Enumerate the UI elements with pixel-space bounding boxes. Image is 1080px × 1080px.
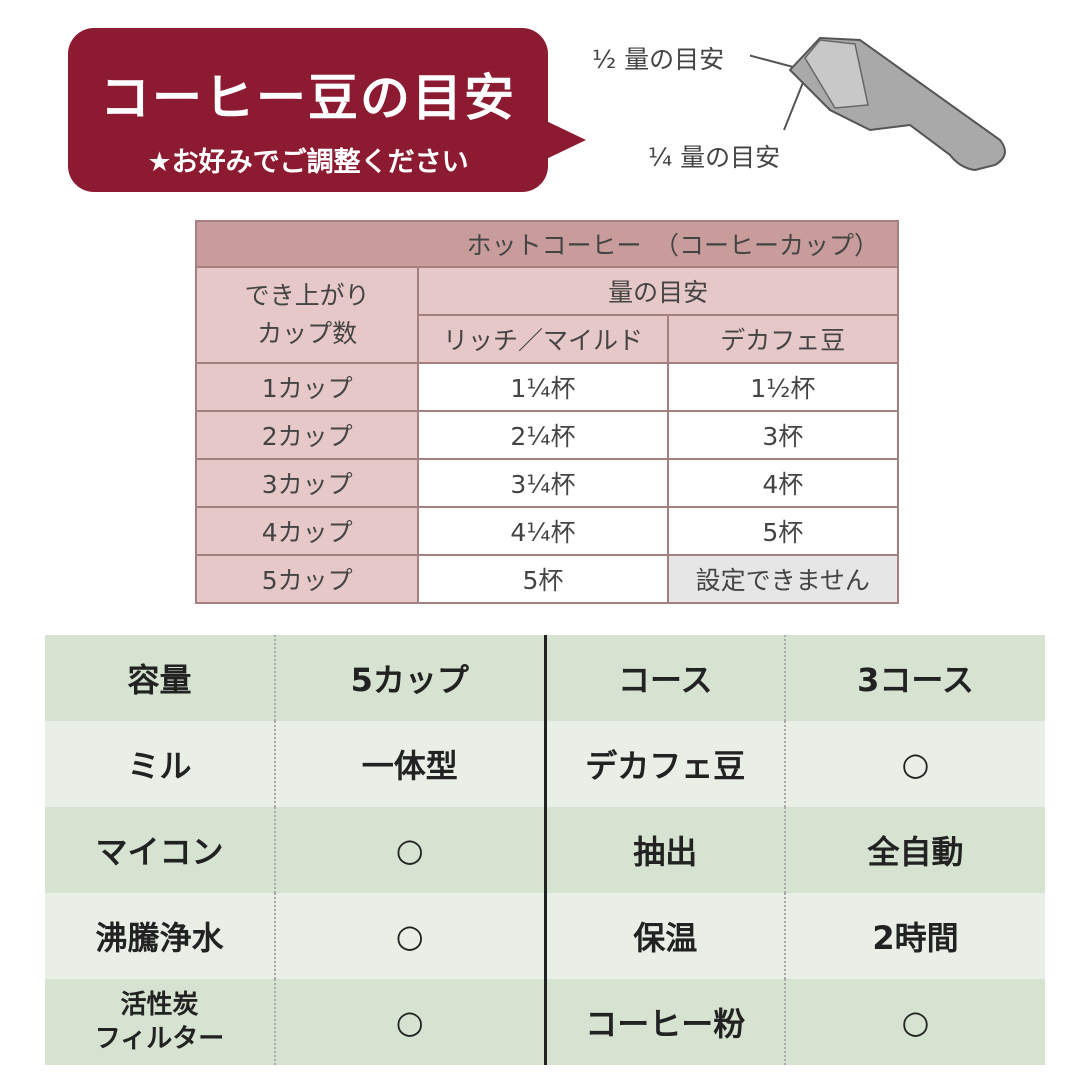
header-cups: でき上がり カップ数 <box>194 266 420 364</box>
spec-key: コース <box>545 635 786 721</box>
half-measure-label: ½ 量の目安 <box>592 45 725 74</box>
cups-cell: 2カップ <box>194 410 420 460</box>
cups-cell: 3カップ <box>194 458 420 508</box>
title-bubble: コーヒー豆の目安 ★お好みでご調整ください <box>68 28 548 192</box>
spec-key: 容量 <box>45 635 276 721</box>
rich-cell: 5杯 <box>417 554 669 604</box>
table-row: 4カップ 4¼杯 5杯 <box>194 506 900 556</box>
header-rich-mild: リッチ／マイルド <box>417 314 669 364</box>
bubble-subtitle: ★お好みでご調整ください <box>147 147 469 178</box>
spec-value: 2時間 <box>785 893 1045 979</box>
cups-cell: 1カップ <box>194 362 420 412</box>
table-row: 1カップ 1¼杯 1½杯 <box>194 362 900 412</box>
header-amount: 量の目安 <box>417 266 899 316</box>
spec-key: 活性炭 フィルター <box>45 979 276 1065</box>
header-decaf: デカフェ豆 <box>666 314 900 364</box>
table-row: 2カップ 2¼杯 3杯 <box>194 410 900 460</box>
spec-value: 全自動 <box>785 807 1045 893</box>
table-title: ホットコーヒー （コーヒーカップ） <box>195 220 899 268</box>
spec-value: 3コース <box>785 635 1045 721</box>
rich-cell: 1¼杯 <box>417 362 669 412</box>
decaf-cell: 4杯 <box>666 458 900 508</box>
decaf-cell: 5杯 <box>666 506 900 556</box>
spec-value: ○ <box>275 979 547 1065</box>
rich-cell: 4¼杯 <box>417 506 669 556</box>
table-row: 5カップ 5杯 設定できません <box>194 554 900 604</box>
rich-cell: 2¼杯 <box>417 410 669 460</box>
spec-value: ○ <box>275 807 547 893</box>
spec-key: マイコン <box>45 807 276 893</box>
measuring-scoop-icon <box>750 36 1006 172</box>
coffee-bean-table: ホットコーヒー （コーヒーカップ） でき上がり カップ数 量の目安 リッチ／マイ… <box>194 220 900 604</box>
spec-key: デカフェ豆 <box>545 721 786 807</box>
cups-cell: 4カップ <box>194 506 420 556</box>
decaf-cell: 3杯 <box>666 410 900 460</box>
table-row: 3カップ 3¼杯 4杯 <box>194 458 900 508</box>
spec-value: ○ <box>275 893 547 979</box>
spec-key: コーヒー粉 <box>545 979 786 1065</box>
spec-key: 抽出 <box>545 807 786 893</box>
spec-value: 5カップ <box>275 635 547 721</box>
spec-row: ミル 一体型 デカフェ豆 ○ <box>45 721 1045 807</box>
spec-key: ミル <box>45 721 276 807</box>
spec-value: ○ <box>785 979 1045 1065</box>
spec-key: 沸騰浄水 <box>45 893 276 979</box>
spec-value: 一体型 <box>275 721 547 807</box>
spec-row: 活性炭 フィルター ○ コーヒー粉 ○ <box>45 979 1045 1065</box>
spec-key: 保温 <box>545 893 786 979</box>
cups-cell: 5カップ <box>194 554 420 604</box>
bubble-title: コーヒー豆の目安 <box>100 69 516 127</box>
bubble-tail <box>540 118 586 162</box>
quarter-measure-label: ¼ 量の目安 <box>648 143 781 172</box>
spec-row: 沸騰浄水 ○ 保温 2時間 <box>45 893 1045 979</box>
spec-row: マイコン ○ 抽出 全自動 <box>45 807 1045 893</box>
rich-cell: 3¼杯 <box>417 458 669 508</box>
spec-value: ○ <box>785 721 1045 807</box>
decaf-cell: 設定できません <box>666 554 900 604</box>
spec-table: 容量 5カップ コース 3コース ミル 一体型 デカフェ豆 ○ マイコン ○ 抽出 全自動 沸騰浄… <box>45 635 1045 1065</box>
decaf-cell: 1½杯 <box>666 362 900 412</box>
spec-row: 容量 5カップ コース 3コース <box>45 635 1045 721</box>
